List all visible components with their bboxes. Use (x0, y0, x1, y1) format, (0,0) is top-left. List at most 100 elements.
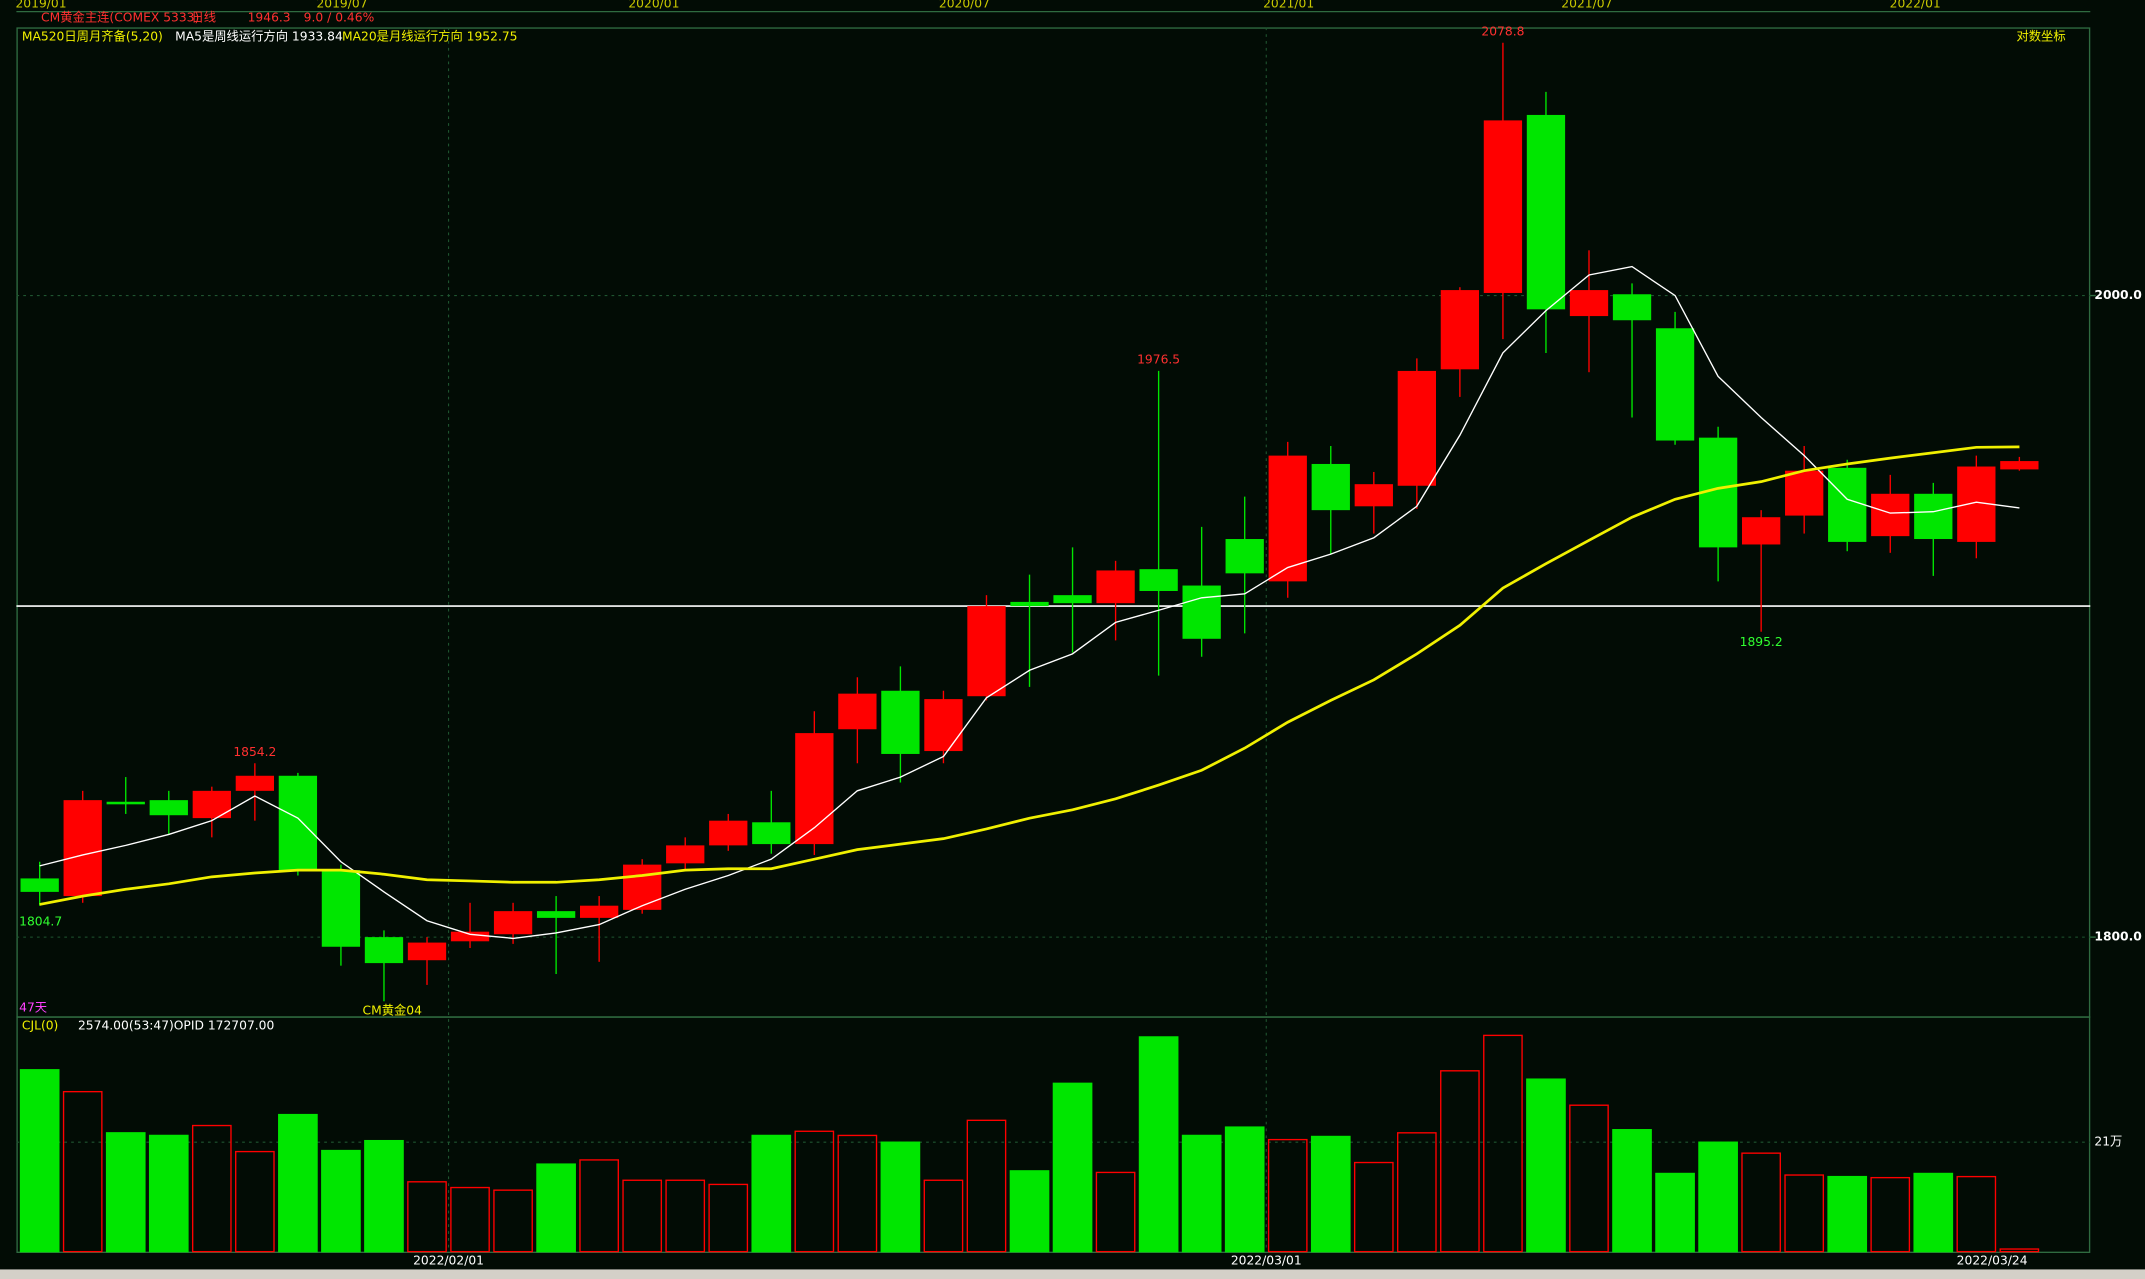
y-tick-label: 1800.0 (2094, 930, 2141, 944)
candle-body (924, 699, 963, 752)
indicator-name: MA520日周月齐备(5,20) (22, 28, 163, 43)
volume-bar (1526, 1078, 1566, 1253)
volume-bar (1267, 1138, 1308, 1253)
candle-body (579, 905, 619, 918)
volume-bar (191, 1124, 232, 1253)
volume-bar (1052, 1082, 1093, 1253)
candle-body (1139, 569, 1178, 591)
legend-ma5: MA5是周线运行方向 1933.84 (175, 28, 343, 43)
candle-body (364, 937, 404, 964)
volume-bar (708, 1183, 749, 1253)
change: 9.0 / 0.46% (304, 10, 375, 24)
contract-label: CM黄金04 (363, 1002, 423, 1017)
candle-body (1526, 114, 1566, 310)
instrument-title: CM黄金主连(COMEX 5333) (41, 9, 199, 24)
volume-bar (1655, 1172, 1695, 1253)
candle-body (1871, 493, 1910, 537)
candle-body (623, 864, 662, 910)
volume-bar (751, 1134, 792, 1253)
scale-mode[interactable]: 对数坐标 (2016, 28, 2065, 43)
candle-body (1612, 294, 1652, 321)
volume-info: 2574.00(53:47) (78, 1018, 174, 1032)
candle-body (321, 870, 361, 947)
volume-bar (148, 1134, 189, 1253)
volume-bar (966, 1119, 1007, 1253)
ma-line (39, 265, 2020, 940)
volume-bar (19, 1069, 60, 1253)
top-axis-label: 2020/01 (628, 0, 679, 11)
candle-body (1655, 328, 1695, 441)
candle-body (1182, 585, 1221, 639)
volume-bar (1569, 1104, 1609, 1253)
volume-bar (321, 1149, 361, 1253)
candle-body (1569, 290, 1609, 317)
x-tick-label: 2022/02/01 (413, 1254, 484, 1268)
extreme-label: 1854.2 (233, 745, 276, 759)
volume-bar (1353, 1161, 1394, 1253)
volume-bar (923, 1179, 964, 1253)
candle-body (1741, 517, 1781, 545)
volume-title: CJL(0) (22, 1018, 58, 1032)
candle-body (1053, 595, 1092, 604)
candle-body (1225, 539, 1264, 574)
volume-bar (105, 1132, 146, 1253)
candle-body (881, 690, 920, 754)
candle-body (838, 693, 877, 730)
candle-body (1354, 484, 1393, 507)
last-price: 1946.3 (248, 10, 291, 24)
candle-body (450, 931, 490, 942)
volume-bar (450, 1186, 490, 1253)
x-tick-label: 2022/03/01 (1231, 1254, 1302, 1268)
candle-body (536, 911, 576, 918)
candle-body (967, 606, 1006, 697)
top-axis-label: 2019/01 (15, 0, 66, 11)
candle-body (1268, 455, 1307, 582)
candle-body (1096, 570, 1135, 604)
volume-bar (1741, 1152, 1781, 1253)
volume-bar (1440, 1070, 1480, 1253)
candle-body (63, 800, 102, 897)
volume-bar (837, 1134, 878, 1253)
candle-body (493, 911, 533, 935)
top-axis-label: 2022/01 (1890, 0, 1941, 11)
volume-bar (493, 1189, 533, 1253)
volume-bar (1913, 1172, 1954, 1253)
x-tick-label: 2022/03/24 (1957, 1254, 2028, 1268)
volume-bar (1999, 1248, 2040, 1253)
volume-bar (1310, 1135, 1351, 1253)
volume-bar (1827, 1175, 1868, 1253)
candle-body (1828, 467, 1867, 542)
extreme-label: 1895.2 (1740, 635, 1783, 649)
candle-body (192, 790, 231, 819)
extreme-label: 2078.8 (1481, 24, 1524, 38)
volume-bar (278, 1113, 318, 1253)
status-bar (0, 1269, 2145, 1279)
left-low-label: 1804.7 (19, 915, 62, 929)
legend-ma20: MA20是月线运行方向 1952.75 (342, 28, 518, 43)
volume-bar (1138, 1036, 1179, 1253)
top-axis-label: 2020/07 (939, 0, 990, 11)
volume-bar (1612, 1129, 1652, 1253)
opid-info: OPID 172707.00 (174, 1018, 275, 1032)
candle-body (1785, 470, 1824, 516)
volume-bar (1009, 1170, 1050, 1253)
volume-bar (880, 1141, 921, 1253)
volume-bar (794, 1130, 835, 1253)
candle-body (106, 801, 145, 805)
candle-body (2000, 461, 2039, 470)
candle-body (795, 733, 834, 845)
volume-bar (665, 1179, 706, 1253)
volume-bar (1698, 1141, 1738, 1253)
volume-bar (1095, 1171, 1136, 1253)
volume-bar (1224, 1126, 1265, 1253)
period: 日线 (192, 10, 217, 24)
extreme-label: 1976.5 (1137, 352, 1180, 366)
candle-body (149, 800, 188, 816)
candle-body (407, 942, 447, 961)
volume-bar (622, 1179, 663, 1253)
volume-bar (1784, 1174, 1825, 1253)
volume-bar (235, 1150, 275, 1253)
volume-bar (1483, 1034, 1523, 1253)
candle-body (1440, 290, 1480, 370)
